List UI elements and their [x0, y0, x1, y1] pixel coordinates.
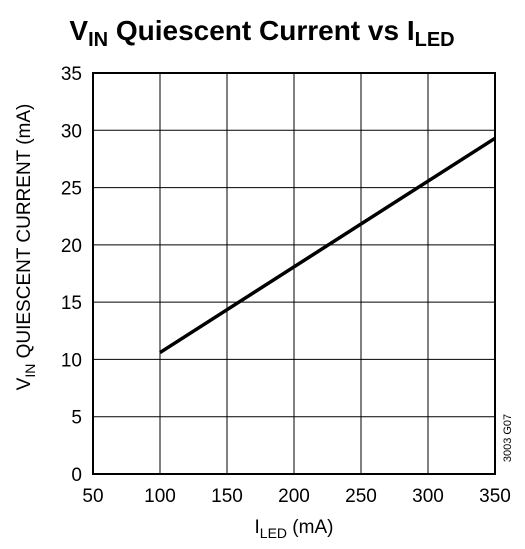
chart-title-rest: Quiescent Current vs I — [108, 15, 415, 46]
y-axis-label-v: V — [14, 377, 35, 390]
chart-title: VIN Quiescent Current vs ILED — [69, 15, 454, 51]
x-tick-label-50: 50 — [82, 486, 103, 507]
y-axis-label-rest: QUIESCENT CURRENT (mA) — [14, 104, 35, 364]
y-tick-label-5: 5 — [71, 408, 82, 429]
figure-code: 3003 G07 — [502, 414, 514, 462]
x-tick-label-250: 250 — [345, 486, 377, 507]
y-axis-label-in-subscript: IN — [22, 364, 38, 378]
y-tick-label-35: 35 — [61, 64, 82, 85]
y-tick-label-15: 15 — [61, 293, 82, 314]
y-axis-ticks: 0 5 10 15 20 25 30 35 — [61, 64, 82, 486]
y-tick-label-25: 25 — [61, 179, 82, 200]
chart-title-led-subscript: LED — [415, 29, 455, 51]
y-tick-label-0: 0 — [71, 465, 82, 486]
x-axis-label: ILED (mA) — [255, 517, 334, 541]
y-tick-label-10: 10 — [61, 350, 82, 371]
series-group — [159, 136, 496, 355]
x-tick-label-200: 200 — [278, 486, 310, 507]
x-tick-label-150: 150 — [211, 486, 243, 507]
chart-title-v: V — [69, 15, 88, 46]
x-axis-ticks: 50 100 150 200 250 300 350 — [82, 486, 510, 507]
y-axis-label: VIN QUIESCENT CURRENT (mA) — [14, 104, 38, 391]
series-line-1 — [159, 136, 496, 355]
x-tick-label-350: 350 — [479, 486, 511, 507]
y-tick-label-20: 20 — [61, 236, 82, 257]
plot-frame — [92, 72, 496, 475]
y-tick-label-30: 30 — [61, 121, 82, 142]
x-axis-label-i: I — [255, 517, 260, 538]
x-tick-label-100: 100 — [144, 486, 176, 507]
chart-title-in-subscript: IN — [88, 29, 108, 51]
x-axis-label-unit: (mA) — [287, 517, 333, 538]
grid-lines — [92, 72, 496, 475]
x-axis-label-led-subscript: LED — [260, 525, 287, 541]
x-tick-label-300: 300 — [412, 486, 444, 507]
